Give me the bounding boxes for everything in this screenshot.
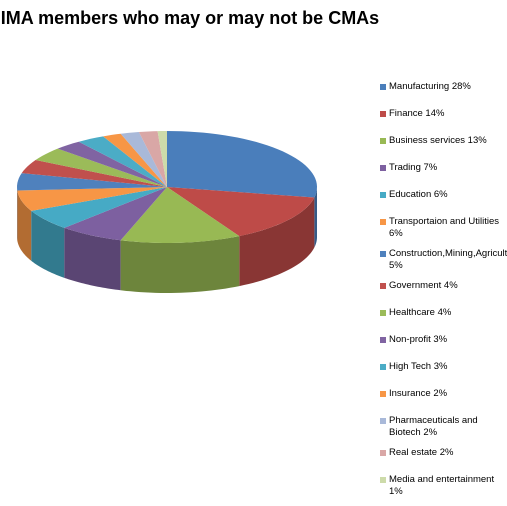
legend-item: Media and entertainment 1% — [380, 474, 505, 506]
legend-item: Trading 7% — [380, 162, 505, 189]
legend-swatch — [380, 391, 386, 397]
pie-slice-side-3 — [121, 236, 240, 293]
legend-item: High Tech 3% — [380, 361, 505, 388]
legend-swatch — [380, 418, 386, 424]
legend-item: Non-profit 3% — [380, 334, 505, 361]
pie-slice-1 — [167, 131, 317, 197]
legend-item: Insurance 2% — [380, 388, 505, 415]
legend-label: Real estate 2% — [389, 447, 504, 459]
legend-item: Transportaion and Utilities 6% — [380, 216, 505, 248]
legend-item: Pharmaceuticals and Biotech 2% — [380, 415, 505, 447]
legend-item: Finance 14% — [380, 108, 505, 135]
legend-swatch — [380, 364, 386, 370]
legend-swatch — [380, 111, 386, 117]
legend-label: Transportaion and Utilities 6% — [389, 216, 504, 240]
legend-item: Business services 13% — [380, 135, 505, 162]
legend-swatch — [380, 283, 386, 289]
legend-label: Manufacturing 28% — [389, 81, 504, 93]
legend-label: Healthcare 4% — [389, 307, 504, 319]
legend-label: Non-profit 3% — [389, 334, 504, 346]
legend-swatch — [380, 192, 386, 198]
legend-label: Business services 13% — [389, 135, 504, 147]
legend-item: Government 4% — [380, 280, 505, 307]
legend-swatch — [380, 138, 386, 144]
legend-label: Education 6% — [389, 189, 504, 201]
legend-label: Media and entertainment 1% — [389, 474, 504, 498]
chart-legend: Manufacturing 28% Finance 14% Business ser… — [380, 81, 505, 506]
legend-swatch — [380, 165, 386, 171]
legend-swatch — [380, 310, 386, 316]
legend-label: Insurance 2% — [389, 388, 504, 400]
legend-swatch — [380, 450, 386, 456]
legend-label: Government 4% — [389, 280, 504, 292]
legend-swatch — [380, 219, 386, 225]
legend-label: Pharmaceuticals and Biotech 2% — [389, 415, 504, 439]
legend-label: Trading 7% — [389, 162, 504, 174]
legend-label: Construction,Mining,Agriculture 5% — [389, 248, 504, 272]
legend-swatch — [380, 84, 386, 90]
legend-label: High Tech 3% — [389, 361, 504, 373]
legend-swatch — [380, 477, 386, 483]
legend-item: Manufacturing 28% — [380, 81, 505, 108]
legend-item: Education 6% — [380, 189, 505, 216]
legend-swatch — [380, 337, 386, 343]
legend-item: Real estate 2% — [380, 447, 505, 474]
legend-label: Finance 14% — [389, 108, 504, 120]
pie-chart — [0, 0, 380, 499]
legend-swatch — [380, 251, 386, 257]
legend-item: Construction,Mining,Agriculture 5% — [380, 248, 505, 280]
legend-item: Healthcare 4% — [380, 307, 505, 334]
